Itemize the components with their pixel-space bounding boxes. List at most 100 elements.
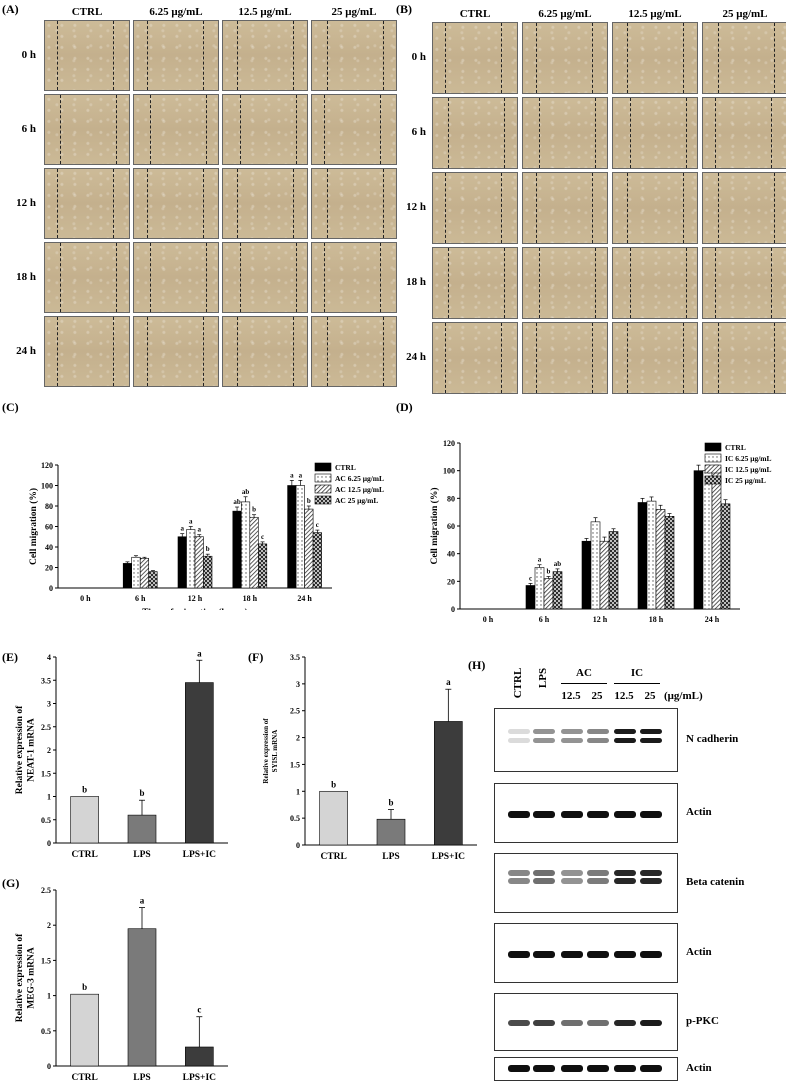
wound-edge-line (60, 95, 61, 164)
legend-swatch (314, 495, 332, 505)
protein-band (614, 1065, 636, 1072)
bar (534, 567, 545, 610)
panel-d-label: (D) (396, 400, 413, 414)
micrograph (44, 20, 130, 91)
wound-edge-line (57, 317, 58, 386)
y-tick-label: 0 (47, 839, 51, 848)
wound-edge-line (592, 23, 593, 93)
column-header: 6.25 μg/mL (538, 8, 592, 20)
protein-band (508, 738, 530, 743)
bar (127, 928, 157, 1067)
protein-band (614, 878, 636, 884)
x-tick-label: 0 h (483, 615, 494, 624)
y-tick-label: 100 (41, 482, 53, 491)
protein-band (561, 878, 583, 884)
wound-edge-line (327, 169, 328, 238)
wound-edge-line (771, 98, 772, 168)
bar (185, 1046, 214, 1067)
lane-label: 25 (591, 690, 603, 702)
wound-edge-line (113, 317, 114, 386)
wound-edge-line (595, 248, 596, 318)
bar (646, 500, 657, 610)
wound-edge-line (324, 95, 325, 164)
bar (720, 503, 731, 610)
significance-letter: a (140, 896, 145, 906)
protein-band (561, 1065, 583, 1072)
bar (177, 536, 187, 589)
significance-letter: b (82, 982, 87, 992)
protein-band (614, 729, 636, 734)
y-tick-label: 20 (45, 564, 53, 573)
bar (590, 521, 601, 610)
wound-edge-line (630, 98, 631, 168)
wound-edge-line (296, 243, 297, 312)
significance-letter: a (181, 525, 185, 533)
protein-band (533, 729, 555, 734)
micrograph (311, 168, 397, 239)
wound-edge-line (774, 23, 775, 93)
micrograph (222, 242, 308, 313)
panel-b-label: (B) (396, 2, 412, 16)
panel-g-label: (G) (2, 876, 20, 890)
panel-h-label: (H) (468, 658, 486, 672)
micrograph (522, 22, 608, 94)
legend-swatch (314, 473, 332, 483)
bar (186, 529, 196, 589)
protein-band (533, 1065, 555, 1072)
significance-letter: b (252, 506, 256, 514)
bar (127, 814, 157, 844)
chart-g-meg3: 0 0.5 1 1.5 2 2.5 b CTRL a LPS c LPS+IC Relative exp… (15, 886, 228, 1083)
wound-edge-line (203, 169, 204, 238)
panel-c-label: (C) (2, 400, 19, 414)
micrograph (133, 316, 219, 387)
bar (70, 993, 99, 1067)
bar (637, 502, 648, 610)
y-tick-label: 0 (451, 605, 455, 614)
protein-band (533, 870, 555, 876)
significance-letter: b (206, 545, 210, 553)
y-axis-title: NEAT-1 mRNA (27, 718, 37, 782)
wound-edge-line (536, 323, 537, 393)
blot-membrane (494, 993, 678, 1051)
micrograph (522, 247, 608, 319)
significance-letter: b (139, 788, 144, 798)
row-label: 6 h (411, 126, 426, 138)
bar (664, 516, 675, 610)
wound-edge-line (536, 23, 537, 93)
micrograph (612, 22, 698, 94)
y-tick-label: 4 (47, 653, 51, 662)
x-tick-label: 12 h (188, 594, 203, 603)
blot-label: Actin (686, 1062, 712, 1074)
micrograph (311, 94, 397, 165)
y-tick-label: 0.5 (290, 814, 300, 823)
wound-edge-line (116, 95, 117, 164)
micrograph (432, 322, 518, 394)
y-tick-label: 60 (447, 522, 455, 531)
legend-swatch (704, 453, 722, 463)
wound-edge-line (240, 243, 241, 312)
micrograph (44, 168, 130, 239)
micrograph (44, 316, 130, 387)
y-tick-label: 1 (296, 787, 300, 796)
bar (543, 578, 554, 610)
bar (287, 485, 297, 589)
lane-label: 12.5 (614, 690, 634, 702)
micrograph (133, 242, 219, 313)
blot-membrane (494, 923, 678, 983)
wound-edge-line (504, 248, 505, 318)
significance-letter: b (307, 497, 311, 505)
y-tick-label: 2 (47, 921, 51, 930)
significance-letter: c (529, 574, 532, 582)
bar (249, 516, 259, 589)
protein-band (614, 951, 636, 958)
protein-band (533, 1020, 555, 1026)
y-tick-label: 1.5 (41, 769, 51, 778)
wound-edge-line (206, 243, 207, 312)
legend-swatch (314, 484, 332, 494)
protein-band (587, 1065, 609, 1072)
micrograph (133, 94, 219, 165)
micrograph (44, 94, 130, 165)
wound-edge-line (501, 323, 502, 393)
wound-edge-line (237, 21, 238, 90)
